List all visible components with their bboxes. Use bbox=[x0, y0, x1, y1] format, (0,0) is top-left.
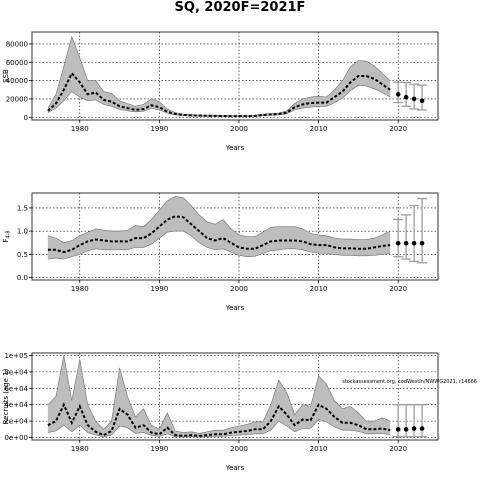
y-tick-label: 1.0 bbox=[17, 228, 28, 236]
y-tick-label: 8e+04 bbox=[4, 368, 28, 376]
y-axis-label: SSB bbox=[2, 69, 10, 83]
confidence-band bbox=[47, 355, 391, 437]
y-axis-label: F4-8 bbox=[2, 230, 12, 242]
projection-point bbox=[403, 94, 409, 100]
median-line bbox=[47, 215, 391, 254]
upper-bound-line bbox=[47, 355, 391, 434]
projection-point bbox=[403, 427, 409, 432]
plot-frame bbox=[31, 352, 439, 441]
y-tick-label: 6e+04 bbox=[4, 385, 28, 393]
plot-frame bbox=[31, 31, 439, 121]
projection-point bbox=[403, 240, 409, 246]
x-tick-label: 2000 bbox=[230, 285, 248, 293]
median-line bbox=[47, 71, 391, 118]
x-axis-label: Years bbox=[225, 144, 245, 152]
figure-title: SQ, 2020F=2021F bbox=[174, 0, 306, 15]
lower-bound-line bbox=[47, 230, 391, 260]
x-tick-label: 1980 bbox=[71, 285, 89, 293]
confidence-band bbox=[47, 36, 391, 117]
panel-3: 1980 1990 2000 2010 2020 0e+00 2e+04 4e+04 6e+04… bbox=[2, 352, 477, 472]
x-tick-label: 1990 bbox=[150, 285, 168, 293]
panel-1: 1980 1990 2000 2010 2020 0 20000 40000 60000 8000… bbox=[2, 31, 439, 152]
y-tick-label: 1.5 bbox=[17, 204, 28, 212]
x-tick-label: 2020 bbox=[389, 445, 407, 453]
x-tick-label: 2010 bbox=[310, 285, 328, 293]
x-tick-label: 2010 bbox=[310, 125, 328, 133]
x-tick-label: 2010 bbox=[310, 445, 328, 453]
plot-frame bbox=[31, 192, 439, 281]
credit-annotation: stockassessment.org, codWestIn/NWWG2021,… bbox=[342, 379, 477, 385]
upper-bound-line bbox=[47, 35, 391, 116]
y-tick-label: 1e+05 bbox=[4, 352, 28, 360]
confidence-band bbox=[47, 196, 391, 260]
x-axis-label: Years bbox=[225, 304, 245, 312]
projection-point bbox=[395, 427, 401, 432]
x-tick-label: 1990 bbox=[150, 125, 168, 133]
y-tick-label: 0.0 bbox=[17, 274, 28, 282]
y-tick-label: 80000 bbox=[6, 40, 28, 48]
projection-point bbox=[395, 240, 401, 246]
x-tick-label: 1980 bbox=[71, 125, 89, 133]
projection-point bbox=[419, 426, 425, 431]
y-tick-label: 40000 bbox=[6, 77, 28, 85]
projection-point bbox=[411, 426, 417, 431]
y-axis-label-subscript: 4-8 bbox=[6, 230, 12, 238]
projection-point bbox=[411, 240, 417, 246]
y-tick-label: 2e+04 bbox=[4, 418, 28, 426]
y-tick-label: 60000 bbox=[6, 59, 28, 67]
projection-point bbox=[411, 96, 417, 102]
y-tick-label: 20000 bbox=[6, 95, 28, 103]
lower-bound-line bbox=[47, 419, 391, 438]
projection-point bbox=[419, 98, 425, 104]
projection-point bbox=[419, 240, 425, 246]
median-line bbox=[47, 402, 391, 437]
x-tick-label: 2000 bbox=[230, 125, 248, 133]
y-axis-label: Recruits (age 1) bbox=[2, 368, 10, 424]
y-tick-label: 0 bbox=[24, 114, 28, 122]
x-tick-label: 2020 bbox=[389, 125, 407, 133]
x-axis-label: Years bbox=[225, 464, 245, 472]
y-tick-label: 4e+04 bbox=[4, 401, 28, 409]
projection-point bbox=[395, 92, 401, 97]
panel-2: 1980 1990 2000 2010 2020 0.0 0.5 1.0 1.5 Years F4-… bbox=[2, 192, 439, 312]
y-tick-label: 0e+00 bbox=[4, 434, 28, 442]
x-tick-label: 1990 bbox=[150, 445, 168, 453]
x-tick-label: 2000 bbox=[230, 445, 248, 453]
y-tick-label: 0.5 bbox=[17, 251, 28, 259]
upper-bound-line bbox=[47, 195, 391, 244]
x-tick-label: 1980 bbox=[71, 445, 89, 453]
x-tick-label: 2020 bbox=[389, 285, 407, 293]
